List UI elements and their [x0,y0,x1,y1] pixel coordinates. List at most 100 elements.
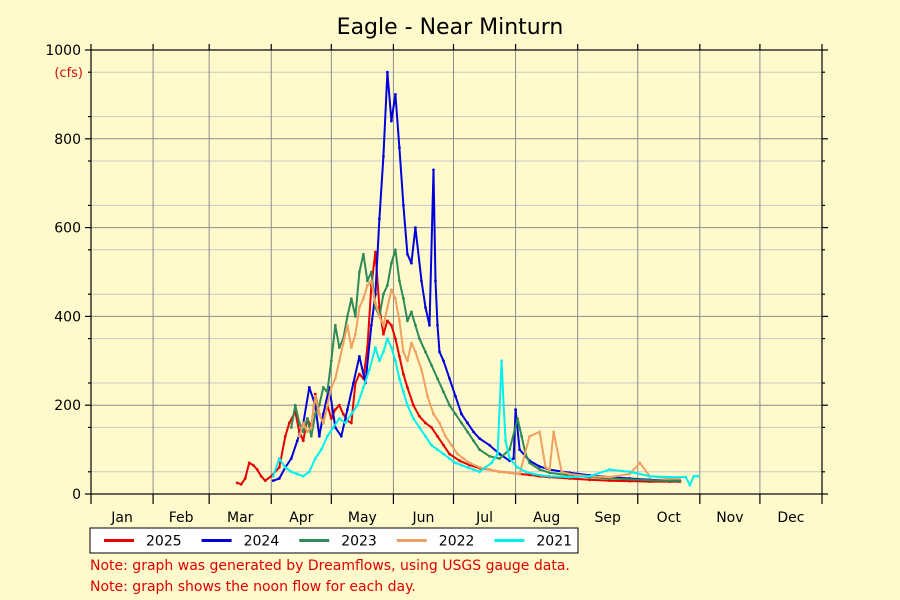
data-point [548,471,552,475]
data-point [369,323,373,327]
legend: 2025 2024 2023 2022 2021 [89,527,579,554]
data-point [524,470,527,474]
data-point [325,434,329,438]
x-tick-label: Mar [227,510,254,526]
data-point [442,390,445,394]
data-point [382,350,385,354]
data-point [454,461,457,465]
data-point [390,346,393,349]
data-point [361,252,365,256]
y-axis-unit-label: (cfs) [54,66,83,81]
data-point [317,403,321,407]
data-point [406,359,409,363]
data-point [390,261,393,265]
y-tick-label: 0 [72,487,81,503]
data-point [259,474,263,478]
data-point [367,368,371,372]
data-point [337,346,341,349]
data-point [386,319,389,323]
data-point [424,421,427,425]
data-point [648,478,652,482]
data-point [351,381,355,385]
data-point [377,359,381,363]
data-point [410,261,413,265]
data-point [373,250,377,254]
data-point [339,434,343,438]
data-point [295,472,299,476]
data-point [436,434,439,438]
data-point [438,350,441,354]
data-point [357,270,361,274]
data-point [398,146,401,150]
data-point [462,457,465,460]
data-point [313,412,317,416]
data-point [283,465,287,469]
data-point [349,297,353,301]
chart-title: Eagle - Near Minturn [337,15,564,40]
data-point [357,354,361,358]
data-point [468,463,471,467]
data-point [410,310,413,314]
data-point [369,279,373,283]
data-point [317,412,321,416]
data-point [426,394,429,398]
data-point [466,465,469,469]
data-point [448,457,451,460]
data-point [434,279,437,283]
data-point [628,472,632,476]
series-layer [235,70,700,487]
data-point [349,412,353,416]
data-point [442,443,445,447]
x-tick-label: Jan [110,510,133,526]
data-point [688,483,692,487]
data-point [319,448,323,451]
data-point [478,465,481,469]
data-point [430,426,433,429]
data-point [412,403,415,407]
legend-label-2021: 2021 [536,534,572,550]
data-point [317,434,321,438]
legend-label-2024: 2024 [244,534,280,550]
data-point [402,297,405,301]
data-point [390,119,393,123]
series-line-2025 [236,251,681,486]
data-point [277,477,281,480]
x-tick-label: Jul [475,510,493,526]
data-point [263,479,267,483]
data-point [504,439,507,443]
data-point [428,323,431,327]
series-line-2021 [272,337,699,487]
data-point [382,155,385,158]
data-point [406,319,409,323]
data-point [502,403,505,407]
data-point [329,359,333,363]
data-point [297,421,301,425]
data-point [528,461,531,465]
data-point [325,390,329,394]
data-point [289,470,293,474]
data-point [329,417,333,420]
y-tick-label: 800 [54,132,81,148]
x-tick-label: Jun [412,510,435,526]
y-tick-label: 1000 [45,43,81,59]
data-point [442,359,445,363]
data-point [528,473,531,477]
data-point [333,408,337,412]
data-point [560,470,564,474]
data-point [518,472,521,476]
x-tick-label: Apr [289,510,313,526]
y-tick-label: 400 [54,309,81,325]
data-point [329,386,333,389]
data-point [684,475,688,479]
data-point [608,479,612,483]
legend-label-2022: 2022 [439,534,475,550]
data-point [239,482,243,486]
data-point [337,403,341,407]
data-point [516,465,519,469]
x-tick-label: May [348,510,377,526]
notes: Note: graph was generated by Dreamflows,… [90,558,570,595]
data-point [488,443,491,447]
data-point [293,403,297,407]
data-point [648,474,652,478]
data-point [508,457,511,460]
